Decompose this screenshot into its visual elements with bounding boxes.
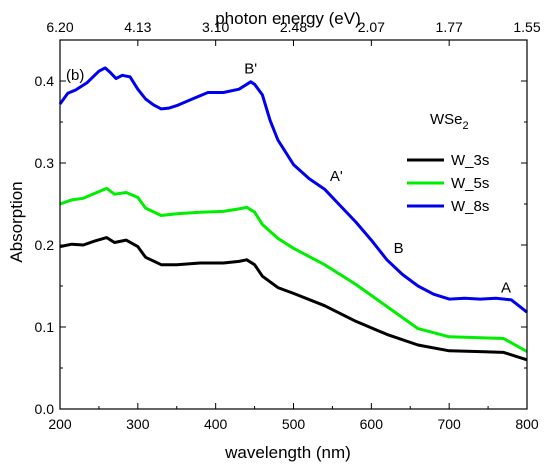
y-tick-label: 0.4 <box>35 73 55 89</box>
legend-title: WSe2 <box>430 111 469 132</box>
y-axis-title: Absorption <box>7 181 26 262</box>
x-tick-label: 700 <box>437 416 461 432</box>
y-tick-label: 0.2 <box>35 237 55 253</box>
x-tick-label: 200 <box>48 416 72 432</box>
y-tick-labels: 0.0 0.1 0.2 0.3 0.4 <box>35 73 55 417</box>
series-line-w-8s <box>58 66 528 314</box>
peak-annotation: A <box>501 280 511 297</box>
top-tick-label: 3.10 <box>202 19 229 35</box>
y-tick-label: 0.1 <box>35 319 55 335</box>
top-tick-label: 1.55 <box>513 19 540 35</box>
top-tick-label: 2.48 <box>280 19 307 35</box>
plot-frame <box>59 39 528 410</box>
peak-annotation: B' <box>244 61 257 78</box>
legend: WSe2 W_3s W_5s W_8s <box>407 111 489 215</box>
series-line-w-5s <box>59 186 528 353</box>
legend-label: W_5s <box>451 175 489 192</box>
top-tick-label: 6.20 <box>46 19 73 35</box>
series-line-w-3s <box>59 236 528 362</box>
panel-label: (b) <box>66 67 84 84</box>
top-axis-title: photon energy (eV) <box>215 9 361 28</box>
x-tick-label: 600 <box>360 416 384 432</box>
x-tick-labels: 200 300 400 500 600 700 800 <box>48 416 539 432</box>
y-tick-label: 0.3 <box>35 155 55 171</box>
legend-label: W_8s <box>451 198 489 215</box>
peak-annotation: B <box>394 240 404 257</box>
peak-annotations: B' A' B A <box>244 61 511 297</box>
x-axis-title: wavelength (nm) <box>224 443 351 462</box>
axis-ticks <box>59 39 528 410</box>
legend-entries: W_3s W_5s W_8s <box>407 152 489 215</box>
x-tick-label: 300 <box>126 416 150 432</box>
x-tick-label: 500 <box>282 416 306 432</box>
top-tick-labels: 6.20 4.13 3.10 2.48 2.07 1.77 1.55 <box>46 19 540 35</box>
peak-annotation: A' <box>330 168 343 185</box>
top-tick-label: 1.77 <box>436 19 463 35</box>
y-tick-label: 0.0 <box>35 401 55 417</box>
x-tick-label: 400 <box>204 416 228 432</box>
top-tick-label: 4.13 <box>124 19 151 35</box>
legend-title-sub: 2 <box>463 120 469 132</box>
legend-title-main: WSe <box>430 111 463 128</box>
top-tick-label: 2.07 <box>358 19 385 35</box>
series-layer <box>58 66 528 362</box>
x-tick-label: 800 <box>515 416 539 432</box>
legend-label: W_3s <box>451 152 489 169</box>
